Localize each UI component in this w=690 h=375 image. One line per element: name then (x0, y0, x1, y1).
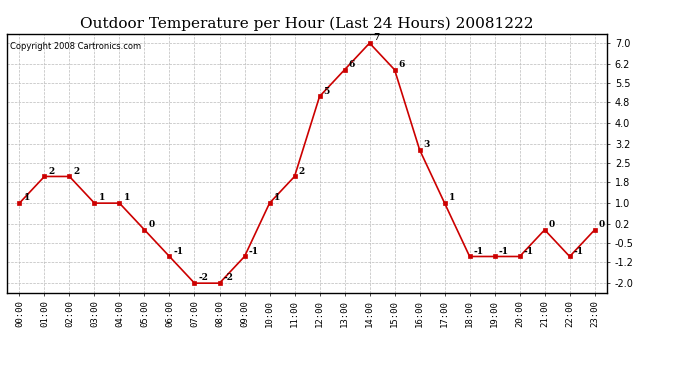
Text: 0: 0 (148, 220, 155, 229)
Text: -1: -1 (474, 247, 484, 256)
Text: -1: -1 (574, 247, 584, 256)
Text: 7: 7 (374, 33, 380, 42)
Text: 1: 1 (124, 194, 130, 202)
Text: 1: 1 (99, 194, 105, 202)
Text: 1: 1 (448, 194, 455, 202)
Text: -2: -2 (224, 273, 234, 282)
Text: -1: -1 (248, 247, 259, 256)
Text: -2: -2 (199, 273, 208, 282)
Text: 3: 3 (424, 140, 430, 149)
Text: -1: -1 (174, 247, 184, 256)
Text: 5: 5 (324, 87, 330, 96)
Text: -1: -1 (524, 247, 534, 256)
Text: 2: 2 (299, 166, 305, 176)
Text: 2: 2 (48, 166, 55, 176)
Text: 6: 6 (399, 60, 405, 69)
Text: 0: 0 (549, 220, 555, 229)
Text: Copyright 2008 Cartronics.com: Copyright 2008 Cartronics.com (10, 42, 141, 51)
Text: 1: 1 (274, 194, 280, 202)
Text: 6: 6 (348, 60, 355, 69)
Text: 2: 2 (74, 166, 80, 176)
Text: 0: 0 (599, 220, 605, 229)
Text: -1: -1 (499, 247, 509, 256)
Title: Outdoor Temperature per Hour (Last 24 Hours) 20081222: Outdoor Temperature per Hour (Last 24 Ho… (80, 17, 534, 31)
Text: 1: 1 (23, 194, 30, 202)
